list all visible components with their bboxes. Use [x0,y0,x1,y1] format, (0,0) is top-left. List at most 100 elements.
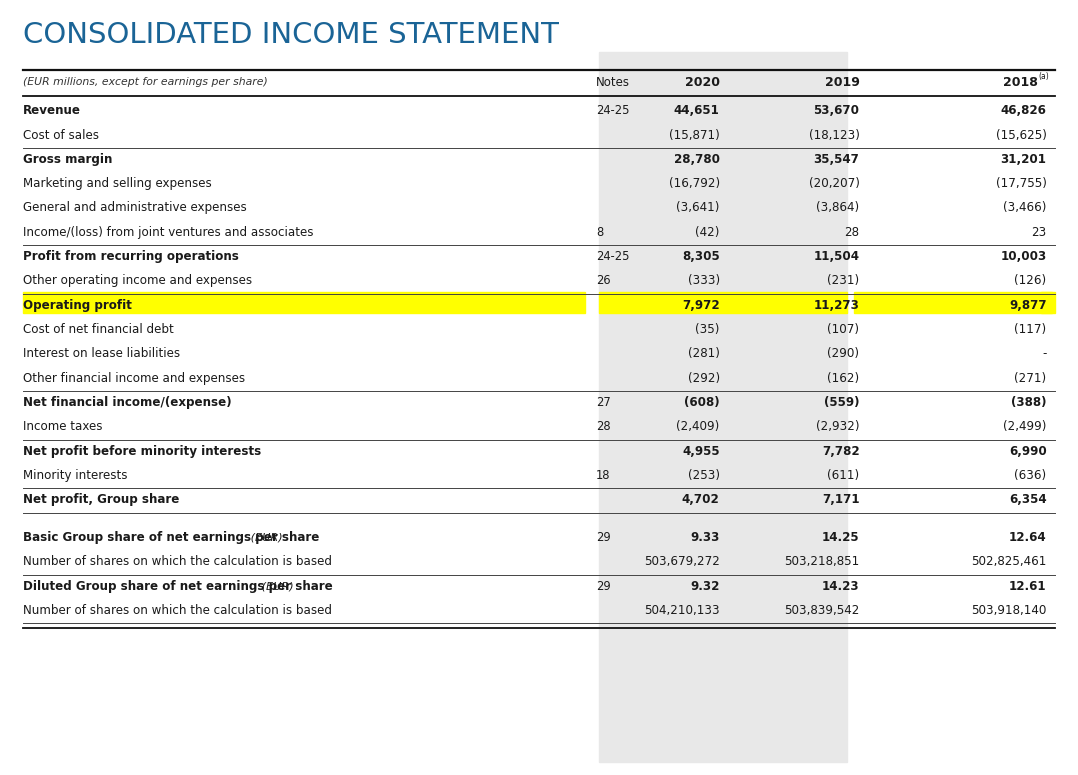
Text: (15,625): (15,625) [996,129,1047,142]
Text: 503,839,542: 503,839,542 [784,604,859,617]
Text: Profit from recurring operations: Profit from recurring operations [23,250,238,264]
Text: Income taxes: Income taxes [23,420,102,433]
Text: 11,504: 11,504 [814,250,859,264]
Text: 6,354: 6,354 [1009,494,1047,506]
Text: (292): (292) [688,372,720,384]
Text: Interest on lease liabilities: Interest on lease liabilities [23,347,180,360]
Text: 24-25: 24-25 [596,250,630,264]
Text: 11,273: 11,273 [814,299,859,312]
Text: 29: 29 [596,580,610,593]
Text: 504,210,133: 504,210,133 [644,604,720,617]
Text: 503,679,272: 503,679,272 [644,556,720,568]
Text: 503,918,140: 503,918,140 [971,604,1047,617]
Bar [599,292,846,313]
Text: (2,409): (2,409) [676,420,720,433]
Text: 502,825,461: 502,825,461 [971,556,1047,568]
Text: (15,871): (15,871) [668,129,720,142]
Text: (2,499): (2,499) [1004,420,1047,433]
Text: (16,792): (16,792) [668,177,720,190]
Text: Gross margin: Gross margin [23,153,112,166]
Text: (253): (253) [688,469,720,482]
Text: Diluted Group share of net earnings per share: Diluted Group share of net earnings per … [23,580,333,593]
Text: 28: 28 [844,226,859,239]
Text: 2020: 2020 [685,76,720,88]
Text: (42): (42) [695,226,720,239]
Text: 503,218,851: 503,218,851 [784,556,859,568]
Text: (3,466): (3,466) [1004,202,1047,215]
Text: (17,755): (17,755) [996,177,1047,190]
Text: 9.33: 9.33 [690,531,720,544]
Bar [1041,292,1055,313]
Text: 4,955: 4,955 [682,445,720,458]
Text: 9,877: 9,877 [1009,299,1047,312]
Text: (a): (a) [1038,72,1049,81]
Text: Cost of net financial debt: Cost of net financial debt [23,323,174,336]
Text: 14.25: 14.25 [821,531,859,544]
Text: (2,932): (2,932) [816,420,859,433]
Text: 28,780: 28,780 [674,153,720,166]
Text: (388): (388) [1011,396,1047,409]
Text: (18,123): (18,123) [808,129,859,142]
Text: CONSOLIDATED INCOME STATEMENT: CONSOLIDATED INCOME STATEMENT [23,21,558,49]
Text: 35,547: 35,547 [814,153,859,166]
Text: 7,972: 7,972 [682,299,720,312]
Text: (EUR): (EUR) [247,532,282,542]
Text: (559): (559) [824,396,859,409]
Text: 2019: 2019 [825,76,859,88]
Text: Net profit, Group share: Net profit, Group share [23,494,179,506]
Text: 53,670: 53,670 [814,104,859,117]
Text: 28: 28 [596,420,610,433]
Bar [599,52,846,762]
Text: Net profit before minority interests: Net profit before minority interests [23,445,261,458]
Text: 6,990: 6,990 [1009,445,1047,458]
Text: 7,171: 7,171 [821,494,859,506]
Bar [23,292,585,313]
Text: Basic Group share of net earnings per share: Basic Group share of net earnings per sh… [23,531,319,544]
Text: (35): (35) [695,323,720,336]
Text: (117): (117) [1014,323,1047,336]
Text: 31,201: 31,201 [1000,153,1047,166]
Text: 8: 8 [596,226,604,239]
Text: (3,641): (3,641) [676,202,720,215]
Text: 24-25: 24-25 [596,104,630,117]
Text: 4,702: 4,702 [682,494,720,506]
Text: Cost of sales: Cost of sales [23,129,99,142]
Text: (281): (281) [688,347,720,360]
Text: (271): (271) [1014,372,1047,384]
Text: Net financial income/(expense): Net financial income/(expense) [23,396,232,409]
Text: (EUR): (EUR) [258,581,293,591]
Text: General and administrative expenses: General and administrative expenses [23,202,247,215]
Text: 12.61: 12.61 [1009,580,1047,593]
Text: 27: 27 [596,396,611,409]
Text: (162): (162) [827,372,859,384]
Text: 29: 29 [596,531,610,544]
Text: (231): (231) [827,274,859,288]
Text: (290): (290) [828,347,859,360]
Text: Other operating income and expenses: Other operating income and expenses [23,274,252,288]
Text: 7,782: 7,782 [821,445,859,458]
Text: (333): (333) [688,274,720,288]
Text: 9.32: 9.32 [690,580,720,593]
Text: 44,651: 44,651 [674,104,720,117]
Text: (3,864): (3,864) [816,202,859,215]
Text: 10,003: 10,003 [1000,250,1047,264]
Text: (107): (107) [828,323,859,336]
Text: Operating profit: Operating profit [23,299,132,312]
Text: Number of shares on which the calculation is based: Number of shares on which the calculatio… [23,604,332,617]
Text: 23: 23 [1032,226,1047,239]
Text: 18: 18 [596,469,610,482]
Bar [854,292,1052,313]
Text: 26: 26 [596,274,610,288]
Text: Marketing and selling expenses: Marketing and selling expenses [23,177,211,190]
Text: Income/(loss) from joint ventures and associates: Income/(loss) from joint ventures and as… [23,226,314,239]
Text: 46,826: 46,826 [1000,104,1047,117]
Text: Revenue: Revenue [23,104,81,117]
Text: Notes: Notes [596,76,630,88]
Text: Minority interests: Minority interests [23,469,127,482]
Text: -: - [1042,347,1047,360]
Text: Number of shares on which the calculation is based: Number of shares on which the calculatio… [23,556,332,568]
Text: 2018: 2018 [1003,76,1038,88]
Text: (611): (611) [827,469,859,482]
Text: Other financial income and expenses: Other financial income and expenses [23,372,245,384]
Text: (20,207): (20,207) [808,177,859,190]
